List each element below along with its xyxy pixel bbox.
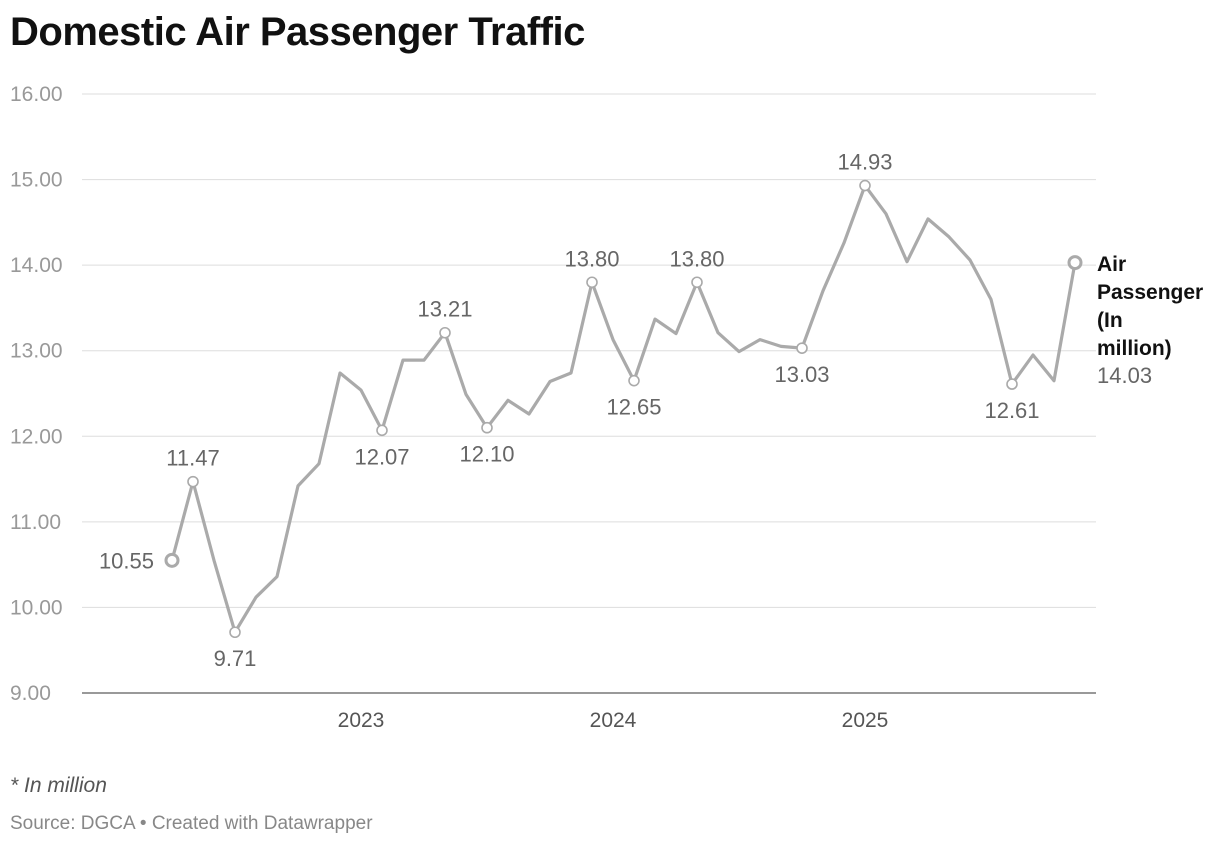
grid-layer: 9.00 10.00 11.00 12.00 13.00 14.00 15.00 16.00 bbox=[10, 83, 1096, 705]
y-tick-label: 11.00 bbox=[10, 511, 61, 534]
y-tick-label: 10.00 bbox=[10, 596, 63, 619]
data-point-marker bbox=[376, 424, 388, 437]
data-label: 14.93 bbox=[837, 150, 892, 175]
footnote: * In million bbox=[10, 774, 107, 797]
series-name-label: Passenger bbox=[1097, 281, 1203, 304]
data-point-marker bbox=[628, 374, 640, 387]
data-point-marker bbox=[859, 179, 871, 192]
y-tick-label: 12.00 bbox=[10, 425, 63, 448]
data-label: 13.21 bbox=[417, 297, 472, 322]
marker-layer bbox=[164, 179, 1083, 639]
data-point-marker bbox=[796, 342, 808, 354]
series-label-layer: Air Passenger (In million) 14.03 bbox=[1097, 253, 1203, 388]
data-point-marker bbox=[586, 276, 598, 289]
y-tick-label: 16.00 bbox=[10, 83, 63, 106]
data-label: 13.80 bbox=[564, 246, 619, 271]
y-tick-label: 13.00 bbox=[10, 340, 63, 363]
data-label: 12.10 bbox=[459, 442, 514, 467]
data-point-marker bbox=[187, 475, 199, 488]
data-point-marker bbox=[481, 421, 493, 434]
data-label: 13.80 bbox=[669, 246, 724, 271]
data-point-marker bbox=[1067, 255, 1083, 271]
x-tick-label: 2024 bbox=[590, 709, 637, 732]
source-credit: Source: DGCA • Created with Datawrapper bbox=[10, 813, 373, 834]
data-label: 12.61 bbox=[984, 398, 1039, 423]
data-point-marker bbox=[439, 326, 451, 339]
data-label: 13.03 bbox=[774, 362, 829, 387]
y-tick-label: 14.00 bbox=[10, 254, 63, 277]
data-label: 10.55 bbox=[99, 548, 154, 573]
data-label-layer: 10.55 11.47 9.71 12.07 13.21 12.10 13.80 12.65 1… bbox=[99, 150, 1040, 672]
data-point-marker bbox=[691, 276, 703, 289]
series-name-label: Air bbox=[1097, 253, 1126, 276]
data-label: 12.07 bbox=[354, 444, 409, 469]
line-chart: 9.0010.0011.0012.0013.0014.0015.0016.00 … bbox=[10, 83, 1203, 732]
data-point-marker bbox=[1006, 378, 1018, 390]
x-axis: 2023 2024 2025 bbox=[338, 709, 889, 732]
data-label: 9.71 bbox=[214, 646, 257, 671]
series-name-label: million) bbox=[1097, 337, 1172, 360]
y-tick-label: 9.00 bbox=[10, 682, 51, 705]
data-label: 11.47 bbox=[166, 446, 219, 471]
series-line-layer bbox=[170, 184, 1077, 634]
end-value-label: 14.03 bbox=[1097, 363, 1152, 388]
y-tick-label: 15.00 bbox=[10, 169, 63, 192]
series-name-label: (In bbox=[1097, 309, 1123, 332]
data-point-marker bbox=[164, 552, 180, 568]
x-tick-label: 2023 bbox=[338, 709, 385, 732]
x-tick-label: 2025 bbox=[842, 709, 889, 732]
chart-title: Domestic Air Passenger Traffic bbox=[10, 10, 585, 54]
data-label: 12.65 bbox=[606, 395, 661, 420]
series-line bbox=[170, 184, 1077, 634]
data-point-marker bbox=[229, 626, 241, 639]
